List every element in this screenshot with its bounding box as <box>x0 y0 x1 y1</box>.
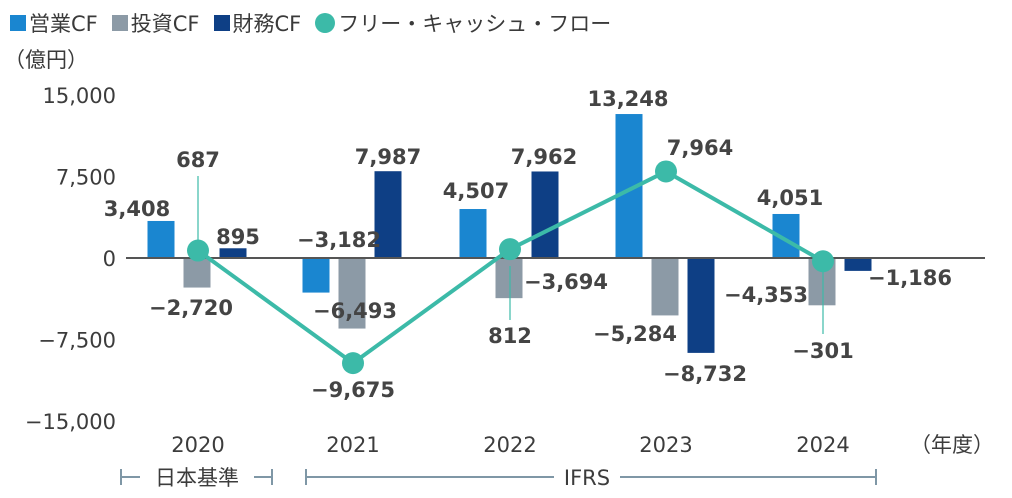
data-label-operating-2023: 13,248 <box>587 87 668 111</box>
data-label-financing-2022: 7,962 <box>511 145 577 169</box>
legend-label-investing: 投資CF <box>130 12 200 36</box>
legend-label-financing: 財務CF <box>232 12 302 36</box>
bar-investing-2022 <box>495 258 523 299</box>
data-label-financing-2020: 895 <box>216 225 260 249</box>
bar-investing-2020 <box>183 258 211 288</box>
data-label-fcf-2022: 812 <box>488 324 532 348</box>
data-label-operating-2024: 4,051 <box>757 186 823 210</box>
data-label-operating-2021: −3,182 <box>297 228 381 252</box>
y-tick-label: 15,000 <box>43 84 116 108</box>
data-label-financing-2021: 7,987 <box>355 145 421 169</box>
bar-operating-2022 <box>459 209 487 258</box>
legend-item-fcf: フリー・キャッシュ・フロー <box>315 8 611 38</box>
jgaap-label: 日本基準 <box>155 466 239 490</box>
fcf-point-2023 <box>655 160 677 183</box>
x-tick-label-2020: 2020 <box>171 433 224 457</box>
fcf-point-2020 <box>187 239 209 262</box>
data-label-fcf-2020: 687 <box>176 148 220 172</box>
legend: 営業CF 投資CF 財務CF フリー・キャッシュ・フロー <box>10 8 625 38</box>
x-tick-label-2022: 2022 <box>483 433 536 457</box>
x-axis-unit-label: （年度） <box>910 433 994 457</box>
legend-swatch-financing <box>213 15 230 31</box>
bar-investing-2023 <box>651 258 679 316</box>
data-label-investing-2024: −4,353 <box>724 283 808 307</box>
legend-item-operating: 営業CF <box>10 8 98 38</box>
legend-item-financing: 財務CF <box>213 8 302 38</box>
data-label-operating-2020: 3,408 <box>104 197 170 221</box>
bar-financing-2023 <box>687 258 715 353</box>
bar-operating-2020 <box>147 220 175 258</box>
y-tick-label: 0 <box>103 247 116 271</box>
bar-investing-2021 <box>338 258 366 329</box>
data-label-fcf-2021: −9,675 <box>311 378 395 402</box>
legend-swatch-operating <box>10 15 26 31</box>
legend-label-operating: 営業CF <box>29 12 98 36</box>
bar-operating-2021 <box>302 258 330 293</box>
bar-financing-2024 <box>844 258 872 271</box>
data-label-fcf-2023: 7,964 <box>667 136 733 160</box>
data-label-financing-2024: −1,186 <box>868 266 952 290</box>
legend-swatch-fcf <box>315 13 336 33</box>
y-tick-label: −7,500 <box>38 329 116 353</box>
fcf-point-2022 <box>499 238 521 261</box>
data-label-fcf-2024: −301 <box>792 339 853 363</box>
bar-financing-2021 <box>374 171 402 258</box>
bar-financing-2020 <box>219 248 247 258</box>
legend-swatch-investing <box>111 15 128 31</box>
y-tick-label: 7,500 <box>56 166 116 190</box>
legend-label-fcf: フリー・キャッシュ・フロー <box>338 12 612 36</box>
data-label-investing-2022: −3,694 <box>524 270 608 294</box>
bar-financing-2022 <box>531 171 559 258</box>
data-label-financing-2023: −8,732 <box>663 362 747 386</box>
fcf-point-2024 <box>812 250 834 273</box>
y-tick-label: −15,000 <box>25 410 116 434</box>
data-label-investing-2023: −5,284 <box>593 322 677 346</box>
data-label-investing-2020: −2,720 <box>149 296 233 320</box>
data-label-operating-2022: 4,507 <box>443 179 509 203</box>
legend-item-investing: 投資CF <box>111 8 200 38</box>
fcf-point-2021 <box>342 352 364 375</box>
x-tick-label-2021: 2021 <box>326 433 379 457</box>
x-tick-label-2024: 2024 <box>796 433 849 457</box>
y-axis-unit-label: （億円） <box>4 48 88 72</box>
ifrs-label: IFRS <box>564 466 610 490</box>
data-label-investing-2021: −6,493 <box>313 299 397 323</box>
x-tick-label-2023: 2023 <box>639 433 692 457</box>
